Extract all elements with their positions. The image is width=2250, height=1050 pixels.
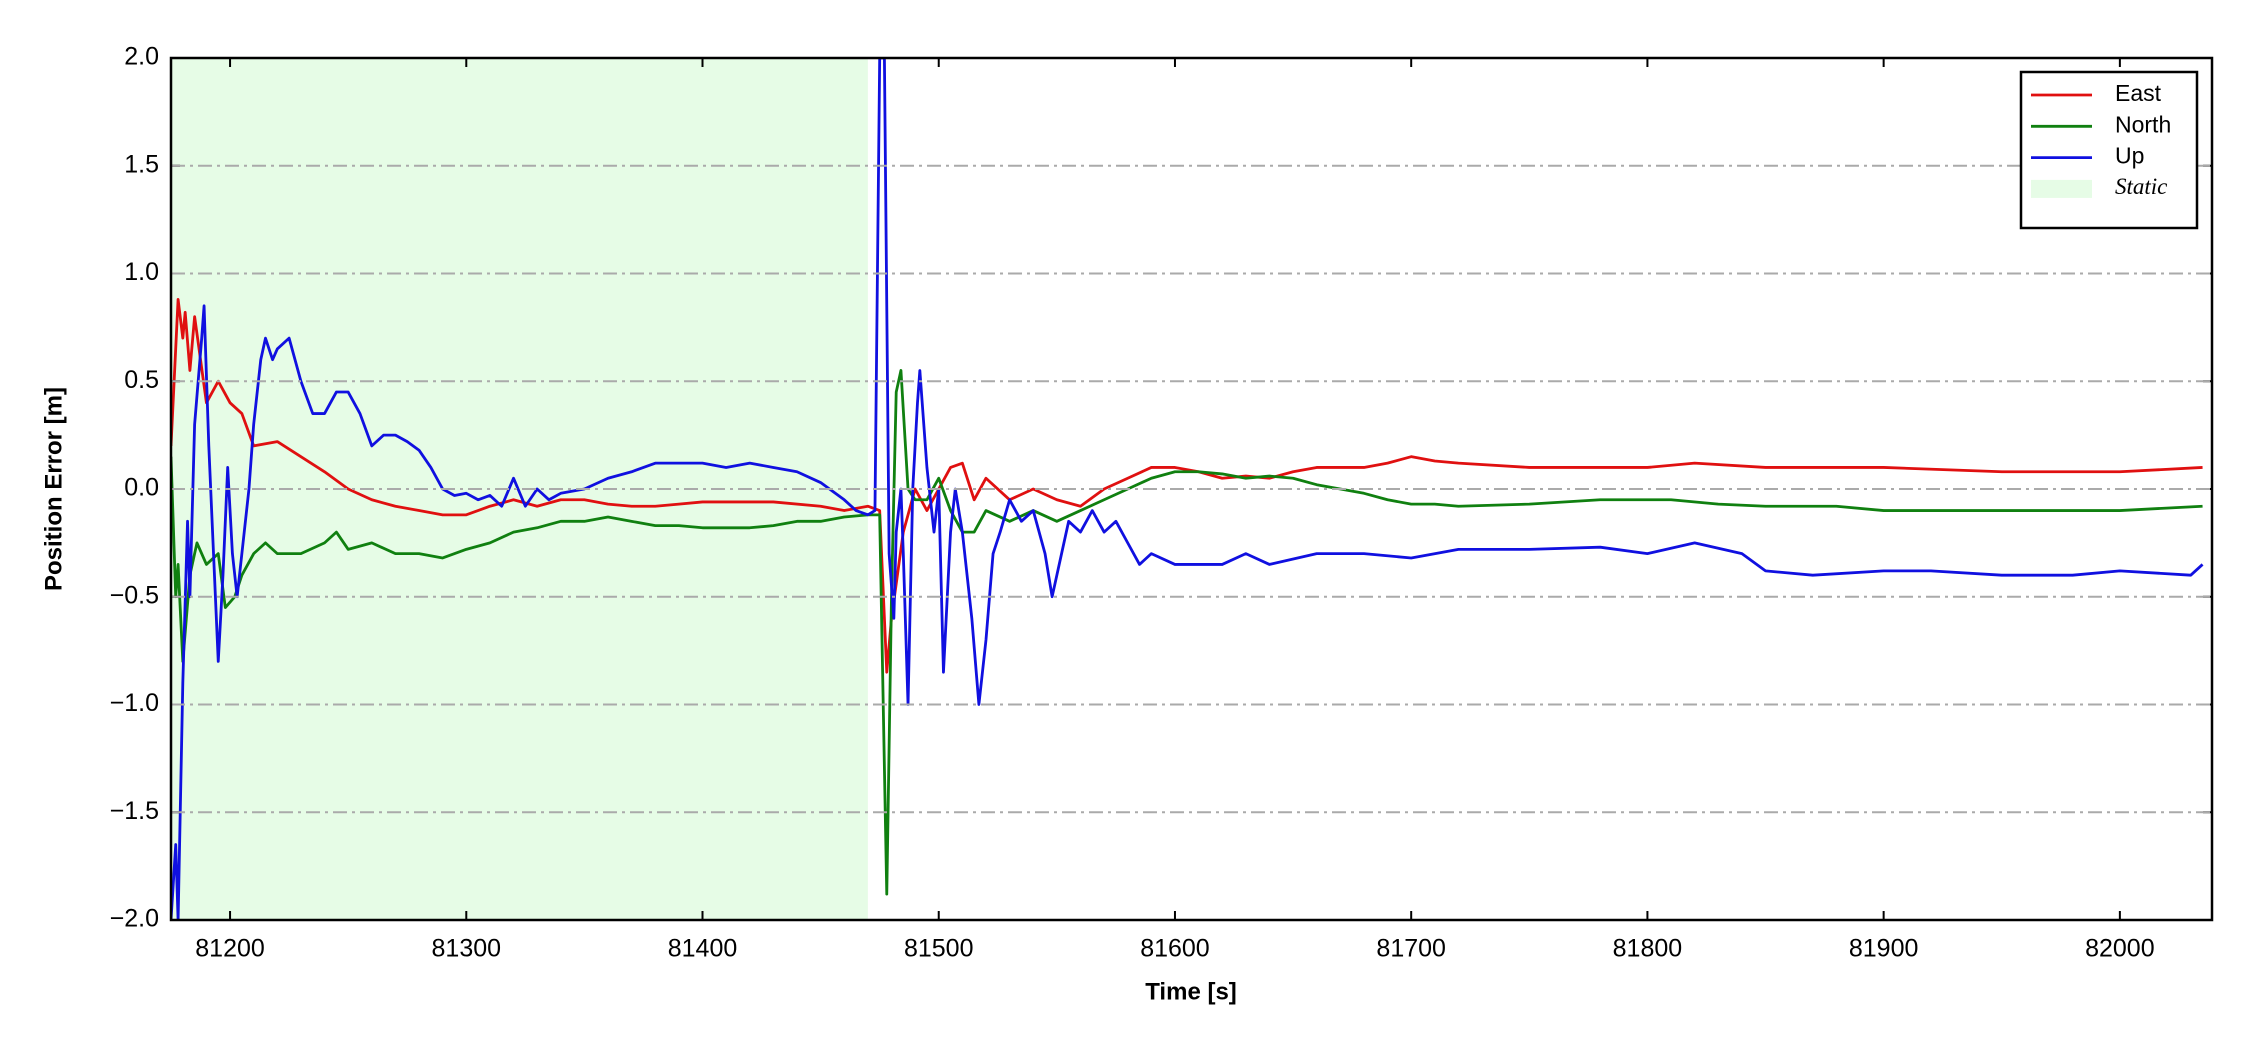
legend-swatch — [2031, 179, 2092, 198]
legend-label: Static — [2115, 174, 2167, 199]
legend-label: North — [2115, 111, 2171, 137]
y-tick-label: −1.0 — [110, 689, 159, 717]
y-tick-label: 0.0 — [124, 474, 159, 502]
plot-frame — [169, 56, 2214, 922]
x-tick-label: 81600 — [1140, 935, 1210, 963]
y-tick-label: −2.0 — [110, 905, 159, 933]
x-tick-label: 81900 — [1849, 935, 1919, 963]
y-tick-label: −1.5 — [110, 797, 159, 825]
legend-label: East — [2115, 80, 2162, 106]
series-line — [171, 58, 2204, 920]
x-tick-label: 81500 — [904, 935, 974, 963]
y-axis-label: Position Error [m] — [40, 387, 67, 591]
legend-label: Up — [2115, 143, 2144, 169]
y-tick-label: 2.0 — [124, 43, 159, 71]
x-tick-label: 82000 — [2085, 935, 2155, 963]
y-tick-label: 1.5 — [124, 150, 159, 178]
x-tick-label: 81400 — [668, 935, 738, 963]
x-axis-label: Time [s] — [1145, 978, 1237, 1005]
series-line — [171, 369, 2203, 896]
x-tick-label: 81200 — [195, 935, 265, 963]
legend-box — [2019, 70, 2199, 230]
y-tick-label: 1.0 — [124, 258, 159, 286]
x-tick-label: 81300 — [432, 935, 502, 963]
series-line — [171, 297, 2203, 674]
x-tick-label: 81700 — [1376, 935, 1446, 963]
y-tick-label: −0.5 — [110, 581, 159, 609]
y-tick-label: 0.5 — [124, 366, 159, 394]
x-tick-label: 81800 — [1613, 935, 1683, 963]
